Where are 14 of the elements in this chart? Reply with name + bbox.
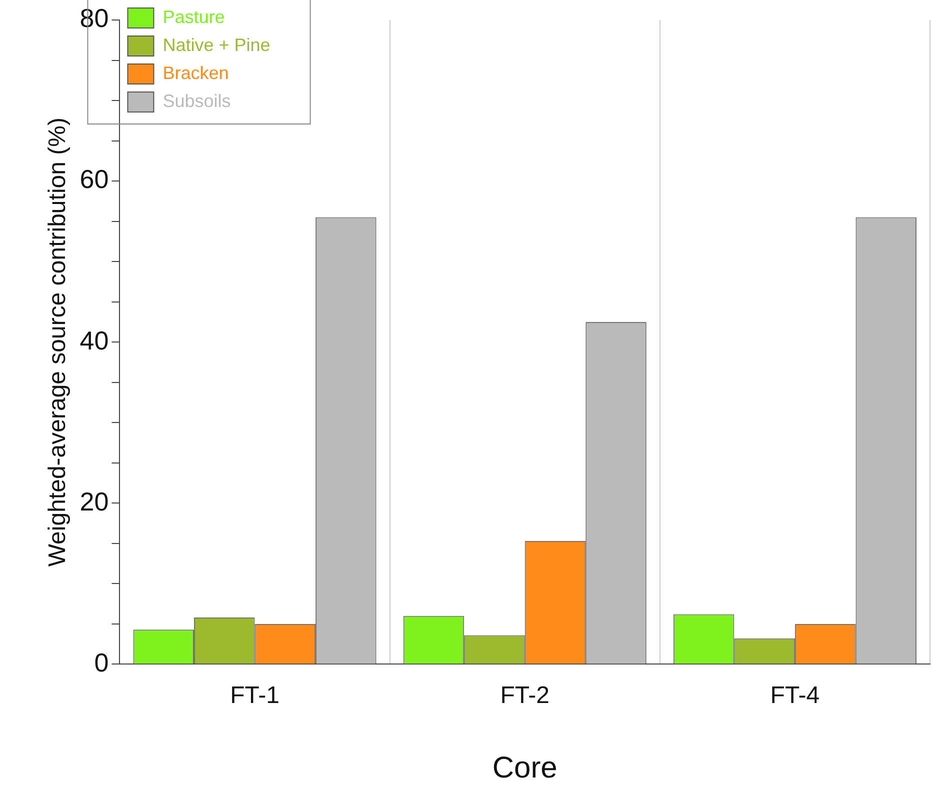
y-axis-title: Weighted-average source contribution (%) — [44, 118, 72, 567]
x-tick-label: FT-1 — [230, 682, 280, 710]
x-tick-label: FT-2 — [500, 682, 550, 710]
y-tick-label: 0 — [94, 647, 109, 678]
y-tick-label: 80 — [80, 3, 109, 34]
legend-label: Subsoils — [162, 90, 231, 111]
x-axis-title: Core — [492, 751, 558, 784]
legend-label: Bracken — [162, 62, 229, 83]
legend-label: Native + Pine — [162, 34, 270, 55]
x-tick-label: FT-4 — [770, 682, 820, 710]
legend-label: Pasture — [162, 6, 225, 27]
y-tick-label: 20 — [80, 486, 109, 516]
y-tick-label: 60 — [80, 164, 109, 194]
y-tick-label: 40 — [80, 325, 109, 356]
